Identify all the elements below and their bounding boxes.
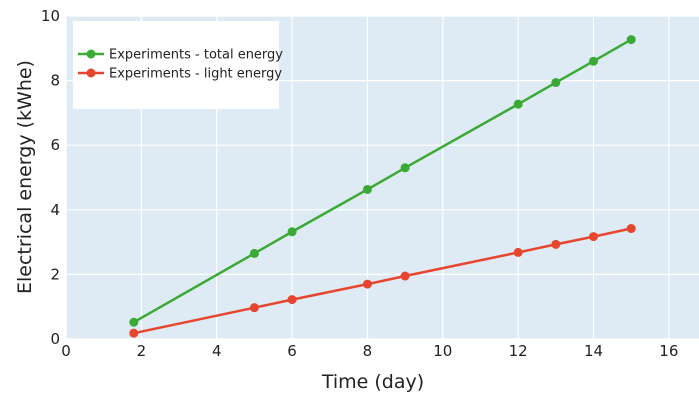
data-point: [513, 247, 523, 257]
y-axis: 0 2 4 6 8 10: [41, 7, 60, 348]
data-point: [551, 239, 561, 249]
series-0: [129, 35, 636, 327]
y-axis-title: Electrical energy (kWhe): [14, 60, 36, 294]
data-point: [249, 303, 259, 313]
x-tick-label: 0: [61, 342, 71, 360]
legend-item: Experiments - total energy: [78, 48, 283, 63]
data-point: [513, 99, 523, 109]
y-tick-label: 2: [50, 265, 60, 283]
legend-label: Experiments - total energy: [109, 48, 283, 63]
x-tick-label: 8: [363, 342, 373, 360]
x-tick-label: 14: [584, 342, 603, 360]
y-tick-label: 4: [50, 201, 60, 219]
data-point: [626, 35, 636, 45]
data-point: [287, 295, 297, 305]
legend-swatch-marker: [86, 49, 96, 59]
x-tick-label: 10: [433, 342, 452, 360]
x-tick-label: 12: [509, 342, 528, 360]
data-point: [249, 248, 259, 258]
y-tick-label: 8: [50, 72, 60, 90]
data-point: [400, 271, 410, 281]
data-point: [589, 232, 598, 242]
x-tick-label: 6: [287, 342, 297, 360]
data-point: [129, 317, 139, 327]
series-layer: [129, 35, 636, 338]
y-tick-label: 6: [50, 136, 60, 154]
data-point: [589, 56, 598, 66]
x-axis: 0 2 4 6 8 10 12 14 16: [61, 342, 678, 360]
legend-box: [73, 21, 279, 109]
x-tick-label: 4: [212, 342, 222, 360]
legend-label: Experiments - light energy: [109, 67, 282, 82]
legend: Experiments - total energy Experiments - …: [73, 21, 283, 109]
legend-swatch-marker: [86, 68, 96, 78]
y-tick-label: 0: [50, 330, 60, 348]
x-tick-label: 2: [137, 342, 147, 360]
series-1: [129, 224, 636, 338]
data-point: [400, 163, 410, 173]
data-point: [129, 328, 139, 338]
x-tick-label: 16: [659, 342, 678, 360]
data-point: [551, 78, 561, 88]
y-tick-label: 10: [41, 7, 60, 25]
data-point: [626, 224, 636, 234]
legend-item: Experiments - light energy: [78, 67, 282, 82]
data-point: [287, 227, 297, 237]
data-point: [362, 279, 372, 289]
x-axis-title: Time (day): [321, 371, 424, 393]
data-point: [362, 184, 372, 194]
